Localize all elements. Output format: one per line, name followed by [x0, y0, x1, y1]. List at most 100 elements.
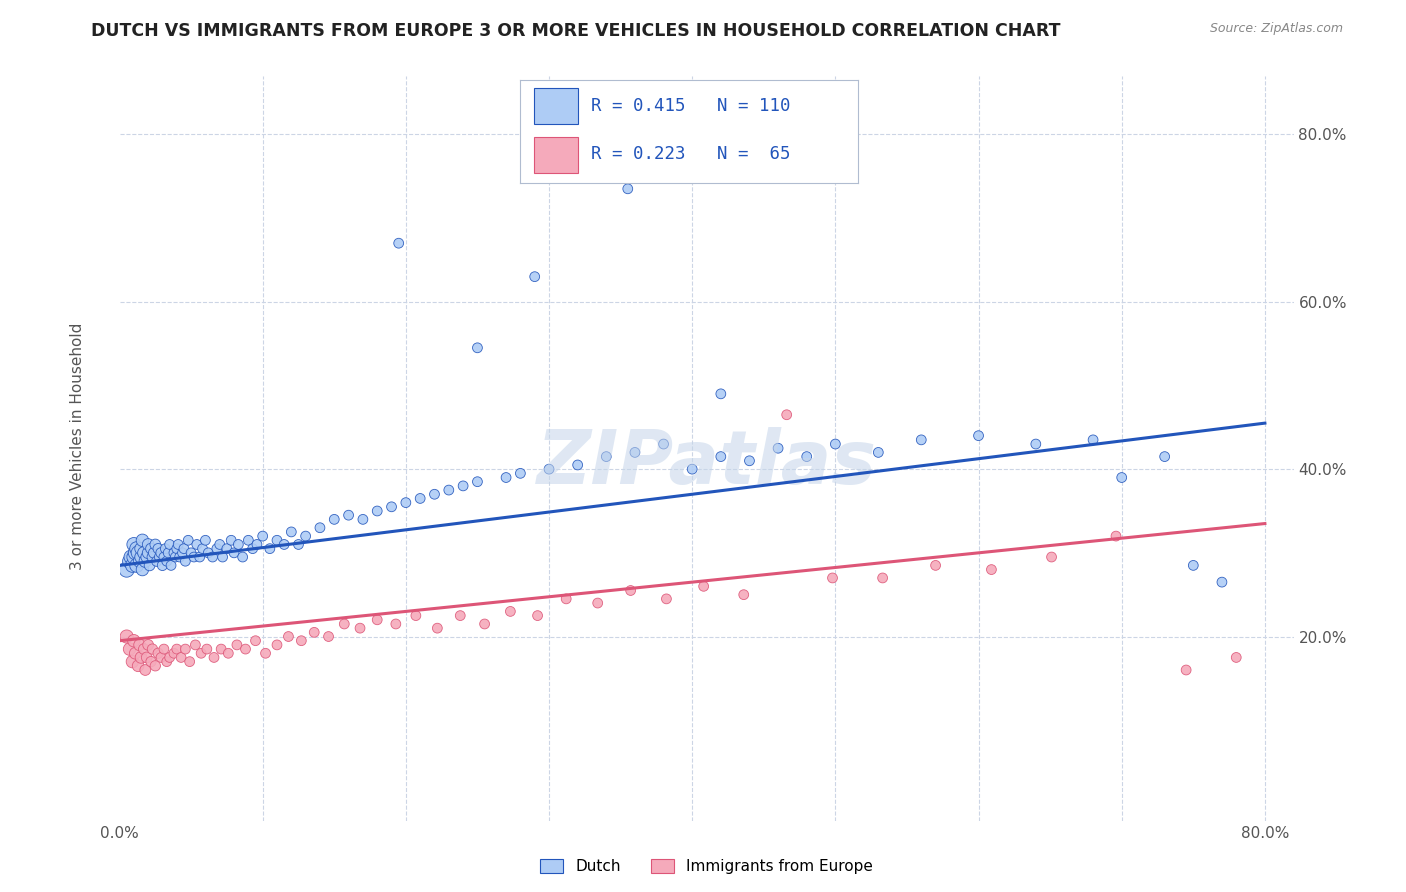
Point: [217, 646, 239, 660]
Point: [124, 646, 146, 660]
Point: [115, 563, 138, 577]
Point: [132, 642, 155, 657]
Point: [1111, 470, 1133, 484]
Point: [146, 541, 169, 556]
Point: [337, 508, 360, 523]
Point: [150, 546, 173, 560]
Point: [118, 642, 141, 657]
Point: [142, 546, 165, 560]
Point: [509, 467, 531, 481]
Point: [134, 554, 156, 568]
Point: [287, 537, 309, 551]
Point: [128, 638, 150, 652]
Point: [153, 549, 176, 564]
Point: [586, 596, 609, 610]
Point: [156, 655, 179, 669]
Point: [246, 537, 269, 551]
Point: [201, 549, 224, 564]
Point: [733, 588, 755, 602]
Point: [380, 500, 402, 514]
Point: [924, 558, 946, 573]
Point: [1211, 575, 1233, 590]
Point: [766, 442, 789, 455]
Bar: [534, 136, 578, 173]
Point: [138, 558, 160, 573]
Point: [132, 546, 155, 560]
Point: [128, 554, 150, 568]
Point: [194, 533, 217, 548]
Point: [467, 475, 489, 489]
Point: [405, 608, 427, 623]
Point: [169, 549, 191, 564]
Point: [423, 487, 446, 501]
Point: [426, 621, 449, 635]
Point: [125, 541, 148, 556]
Point: [155, 541, 177, 556]
Point: [238, 533, 260, 548]
Point: [134, 663, 156, 677]
Bar: [534, 88, 578, 124]
Point: [163, 646, 186, 660]
Point: [824, 437, 846, 451]
Point: [449, 608, 471, 623]
Point: [652, 437, 675, 451]
Point: [302, 625, 325, 640]
Point: [122, 549, 145, 564]
Point: [149, 549, 172, 564]
Point: [145, 554, 167, 568]
Point: [146, 646, 169, 660]
Point: [129, 549, 152, 564]
Point: [188, 549, 211, 564]
Point: [141, 642, 163, 657]
Legend: Dutch, Immigrants from Europe: Dutch, Immigrants from Europe: [534, 853, 879, 880]
Point: [266, 638, 288, 652]
Point: [1182, 558, 1205, 573]
Point: [122, 537, 145, 551]
Point: [174, 554, 197, 568]
Point: [738, 454, 761, 468]
Point: [208, 537, 231, 551]
Point: [179, 655, 201, 669]
Point: [156, 554, 179, 568]
Point: [242, 541, 264, 556]
Point: [152, 558, 174, 573]
Point: [150, 650, 173, 665]
Text: ZIPatlas: ZIPatlas: [537, 426, 876, 500]
Point: [523, 269, 546, 284]
Point: [1105, 529, 1128, 543]
Point: [796, 450, 818, 464]
Point: [323, 512, 346, 526]
Point: [115, 630, 138, 644]
Point: [821, 571, 844, 585]
Point: [616, 182, 638, 196]
Point: [225, 638, 249, 652]
Point: [567, 458, 589, 472]
Point: [165, 549, 187, 564]
Point: [294, 529, 316, 543]
Point: [776, 408, 799, 422]
Point: [211, 549, 233, 564]
Point: [174, 642, 197, 657]
Point: [499, 604, 522, 618]
Point: [173, 541, 195, 556]
Point: [219, 533, 242, 548]
Point: [980, 563, 1002, 577]
Point: [967, 428, 990, 442]
Point: [120, 549, 142, 564]
Point: [451, 479, 474, 493]
Point: [186, 537, 208, 551]
Point: [692, 579, 714, 593]
Point: [205, 541, 228, 556]
Point: [385, 617, 408, 632]
Point: [172, 546, 194, 560]
Point: [366, 504, 388, 518]
Point: [136, 638, 159, 652]
Point: [122, 633, 145, 648]
Point: [191, 541, 214, 556]
Point: [139, 541, 162, 556]
Point: [127, 658, 149, 673]
Point: [252, 529, 274, 543]
Point: [121, 558, 143, 573]
Point: [620, 583, 643, 598]
Text: R = 0.415   N = 110: R = 0.415 N = 110: [591, 97, 790, 115]
